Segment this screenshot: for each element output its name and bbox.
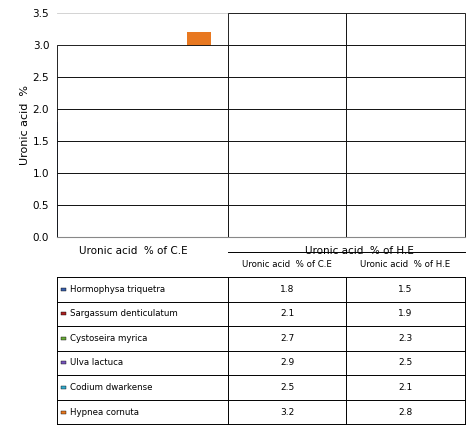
Bar xyxy=(61,410,66,414)
Text: Hypnea cornuta: Hypnea cornuta xyxy=(70,407,139,417)
Bar xyxy=(228,109,346,141)
Bar xyxy=(187,32,210,236)
Bar xyxy=(61,337,66,340)
Bar xyxy=(346,13,465,45)
Text: Sargassum denticulatum: Sargassum denticulatum xyxy=(70,309,178,318)
Text: Codium dwarkense: Codium dwarkense xyxy=(70,383,153,392)
Bar xyxy=(228,205,346,236)
Bar xyxy=(61,312,66,315)
Bar xyxy=(228,173,346,205)
Bar xyxy=(228,141,346,173)
Bar xyxy=(228,45,346,77)
Bar xyxy=(346,45,465,77)
Bar xyxy=(228,77,346,109)
Bar xyxy=(346,173,465,205)
Text: 1.5: 1.5 xyxy=(398,285,412,294)
Bar xyxy=(57,45,228,77)
Y-axis label: Uronic acid  %: Uronic acid % xyxy=(20,85,30,165)
Text: 2.3: 2.3 xyxy=(398,334,412,343)
Text: 2.5: 2.5 xyxy=(398,359,412,368)
Text: Ulva lactuca: Ulva lactuca xyxy=(70,359,123,368)
Text: Uronic acid  % of H.E: Uronic acid % of H.E xyxy=(360,260,451,269)
Bar xyxy=(160,77,184,236)
Bar xyxy=(346,141,465,173)
Bar xyxy=(346,205,465,236)
Bar xyxy=(283,141,307,236)
Bar xyxy=(228,13,346,45)
Text: 2.5: 2.5 xyxy=(280,383,294,392)
Bar xyxy=(56,122,80,236)
Text: 2.1: 2.1 xyxy=(398,383,412,392)
Text: 2.7: 2.7 xyxy=(280,334,294,343)
Bar xyxy=(309,115,333,236)
Bar xyxy=(61,386,66,389)
Bar xyxy=(108,64,132,236)
Text: 2.1: 2.1 xyxy=(280,309,294,318)
Bar xyxy=(57,173,228,205)
Bar xyxy=(82,103,106,236)
Bar xyxy=(335,90,359,236)
Bar xyxy=(57,141,228,173)
Bar xyxy=(57,77,228,109)
Text: 2.8: 2.8 xyxy=(398,407,412,417)
Bar xyxy=(361,77,385,236)
Bar xyxy=(57,109,228,141)
Bar xyxy=(57,205,228,236)
Text: 1.9: 1.9 xyxy=(398,309,412,318)
Bar xyxy=(134,52,158,236)
Bar xyxy=(346,77,465,109)
Bar xyxy=(346,109,465,141)
Bar xyxy=(387,103,411,236)
Bar xyxy=(61,288,66,291)
Text: 2.9: 2.9 xyxy=(280,359,294,368)
Bar xyxy=(61,362,66,365)
Text: Uronic acid  % of C.E: Uronic acid % of C.E xyxy=(242,260,332,269)
Text: Hormophysa triquetra: Hormophysa triquetra xyxy=(70,285,165,294)
Text: 3.2: 3.2 xyxy=(280,407,294,417)
Text: Cystoseira myrica: Cystoseira myrica xyxy=(70,334,147,343)
Bar xyxy=(413,58,438,236)
Text: 1.8: 1.8 xyxy=(280,285,294,294)
